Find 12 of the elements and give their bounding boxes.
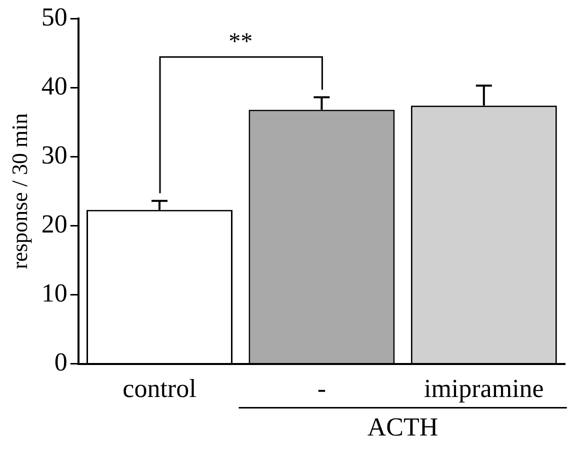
annotation: ** xyxy=(228,28,253,55)
x-tick-label: imipramine xyxy=(424,374,544,404)
y-tick-label: 0 xyxy=(54,348,68,377)
y-axis-title: response / 30 min xyxy=(6,113,32,270)
x-tick-label: control xyxy=(122,374,196,404)
x-tick-label: - xyxy=(317,374,326,404)
text: ACTH xyxy=(367,412,438,442)
y-tick-label: 10 xyxy=(41,278,68,308)
y-tick-label: 30 xyxy=(41,140,68,170)
y-tick-label: 20 xyxy=(41,210,68,239)
y-tick-label: 50 xyxy=(41,2,68,32)
y-tick-label: 40 xyxy=(41,71,68,100)
